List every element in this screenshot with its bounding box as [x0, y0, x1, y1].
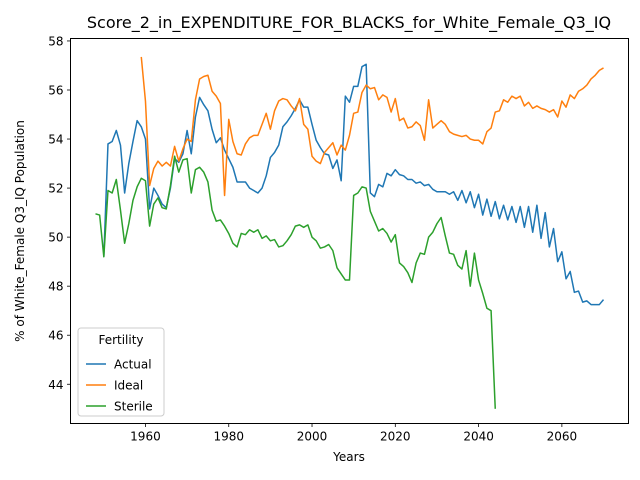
- plot-area: [95, 56, 605, 409]
- x-axis-label: Years: [332, 450, 365, 464]
- y-axis-label: % of White_Female Q3_IQ Population: [13, 120, 27, 342]
- y-tick-label: 48: [48, 280, 63, 294]
- y-tick-label: 58: [48, 34, 63, 48]
- y-tick-label: 54: [48, 133, 63, 147]
- y-tick-label: 46: [48, 329, 63, 343]
- series-line-actual: [103, 63, 605, 306]
- x-tick-label: 1980: [213, 430, 244, 444]
- y-axis: 44 46 48 50 52 54 56 58: [48, 34, 71, 392]
- legend-label-ideal: Ideal: [114, 379, 143, 393]
- y-tick-label: 56: [48, 83, 63, 97]
- chart-title: Score_2_in_EXPENDITURE_FOR_BLACKS_for_Wh…: [87, 13, 611, 33]
- y-tick-label: 50: [48, 231, 63, 245]
- series-line-ideal: [140, 56, 604, 197]
- x-tick-label: 2000: [297, 430, 328, 444]
- x-tick-label: 2060: [547, 430, 578, 444]
- y-tick-label: 52: [48, 182, 63, 196]
- x-tick-label: 2020: [380, 430, 411, 444]
- x-tick-label: 1960: [130, 430, 161, 444]
- legend-label-sterile: Sterile: [114, 400, 153, 414]
- x-axis: 1960 1980 2000 2020 2040 2060: [130, 423, 578, 444]
- legend: Fertility Actual Ideal Sterile: [77, 327, 165, 417]
- y-tick-label: 44: [48, 378, 63, 392]
- legend-title: Fertility: [98, 333, 143, 347]
- legend-box: [77, 327, 165, 417]
- x-tick-label: 2040: [463, 430, 494, 444]
- series-line-sterile: [95, 155, 496, 409]
- axes-frame: [70, 38, 629, 424]
- legend-label-actual: Actual: [114, 358, 152, 372]
